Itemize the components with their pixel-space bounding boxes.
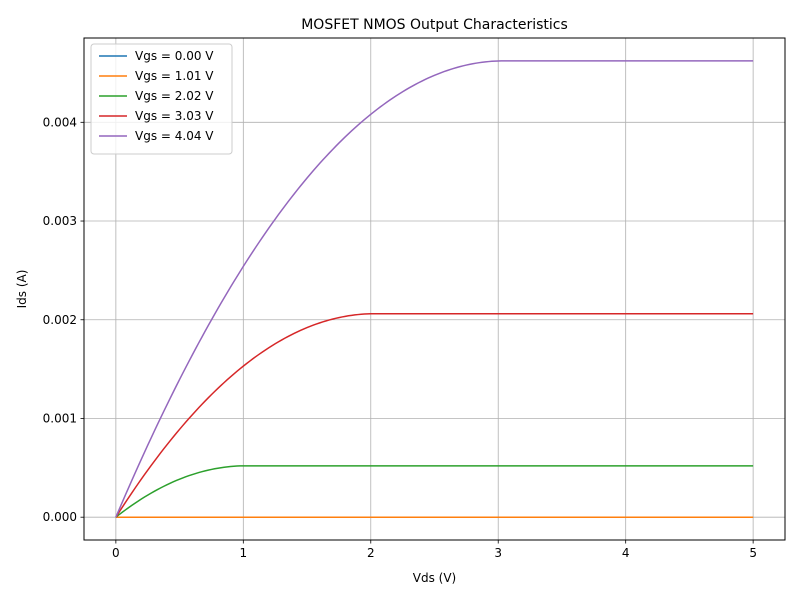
y-tick-label: 0.001 (43, 411, 77, 425)
x-tick-label: 2 (367, 546, 375, 560)
x-tick-label: 5 (749, 546, 757, 560)
legend-box (90, 43, 233, 155)
y-axis-label: Ids (A) (15, 270, 29, 309)
x-axis-label: Vds (V) (413, 571, 456, 585)
y-tick-label: 0.000 (43, 510, 77, 524)
x-tick-label: 3 (494, 546, 502, 560)
x-tick-label: 1 (239, 546, 247, 560)
grid (84, 38, 785, 540)
legend-label: Vgs = 3.03 V (135, 109, 214, 123)
y-tick-label: 0.004 (43, 115, 77, 129)
series-lines (115, 60, 754, 518)
axis-ticks: 0 1 2 3 4 5 0.000 0.001 0.002 0.003 0.004 (43, 115, 757, 560)
chart-title: MOSFET NMOS Output Characteristics (301, 17, 568, 33)
x-tick-label: 0 (112, 546, 120, 560)
legend-label: Vgs = 4.04 V (135, 129, 214, 143)
y-tick-label: 0.003 (43, 214, 77, 228)
plot-frame (83, 37, 786, 541)
series-line-3 (115, 312, 754, 518)
x-tick-label: 4 (622, 546, 630, 560)
series-line-2 (115, 465, 754, 518)
y-tick-label: 0.002 (43, 313, 77, 327)
series-line-4 (115, 60, 754, 518)
legend-label: Vgs = 1.01 V (135, 69, 214, 83)
legend-label: Vgs = 0.00 V (135, 49, 214, 63)
legend: Vgs = 0.00 V Vgs = 1.01 V Vgs = 2.02 V Vgs … (90, 43, 233, 155)
legend-label: Vgs = 2.02 V (135, 89, 214, 103)
